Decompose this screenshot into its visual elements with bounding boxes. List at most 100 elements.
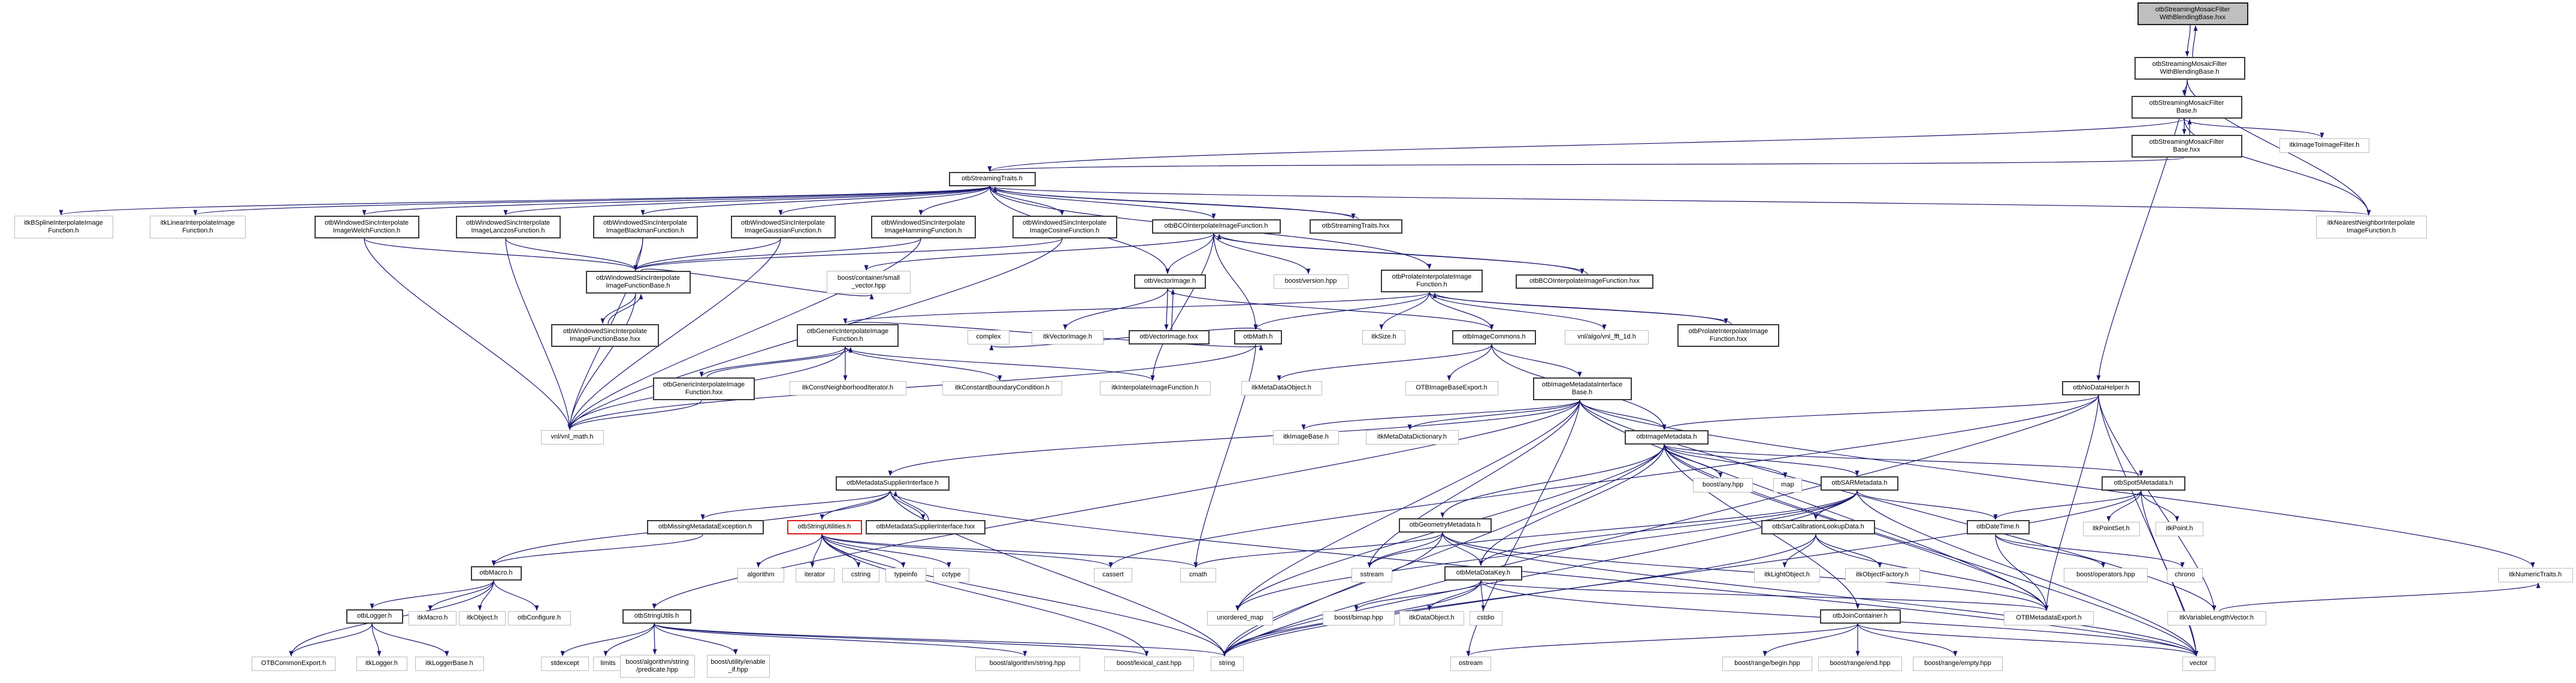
edge-n21-n28 [1253, 292, 1430, 330]
graph-node-itkmacro-h: itkMacro.h [409, 611, 456, 625]
graph-node-otbmetadatasupplierinterface-hxx[interactable]: otbMetadataSupplierInterface.hxx [866, 520, 985, 534]
graph-node-otbstreamingmosaicfilterwithblendingbase-hxx: otbStreamingMosaicFilter WithBlendingBas… [2137, 2, 2248, 25]
graph-node-otbstreamingmosaicfilterwithblendingbase-h[interactable]: otbStreamingMosaicFilter WithBlendingBas… [2134, 57, 2245, 80]
graph-node-otbdatetime-h[interactable]: otbDateTime.h [1966, 520, 2030, 534]
graph-node-otbsarcalibrationlookupdata-h[interactable]: otbSarCalibrationLookupData.h [1761, 520, 1875, 534]
graph-node-itkdataobject-h: itkDataObject.h [1399, 611, 1464, 625]
graph-node-otbbcointerpolateimagefunction-h[interactable]: otbBCOInterpolateImageFunction.h [1151, 219, 1281, 234]
graph-node-otbimagecommons-h[interactable]: otbImageCommons.h [1452, 330, 1536, 344]
graph-node-otbstringutils-h[interactable]: otbStringUtils.h [622, 609, 691, 624]
edge-n5-n16 [989, 186, 2371, 216]
edge-n5-n8 [362, 186, 990, 216]
edge-n32-n21 [1432, 292, 1732, 325]
graph-node-otbvectorimage-h[interactable]: otbVectorImage.h [1134, 274, 1206, 289]
edge-n74-n87 [371, 623, 449, 657]
graph-node-otbimagemetadata-h[interactable]: otbImageMetadata.h [1625, 430, 1709, 445]
edge-n45-n50 [700, 490, 891, 520]
graph-node-otbwindowedsincinterpolateimagehammingfunction-h[interactable]: otbWindowedSincInterpolate ImageHammingF… [870, 216, 976, 238]
edge-n23-n17 [607, 294, 643, 325]
graph-node-otbwindowedsincinterpolateimagelanczosfunction-h[interactable]: otbWindowedSincInterpolate ImageLanczosF… [455, 216, 561, 238]
edge-n33-n41 [567, 400, 702, 430]
graph-node-otbvectorimage-hxx[interactable]: otbVectorImage.hxx [1128, 330, 1210, 344]
graph-node-otbwindowedsincinterpolateimagewelchfunction-h[interactable]: otbWindowedSincInterpolate ImageWelchFun… [314, 216, 419, 238]
graph-node-otbnodatahelper-h[interactable]: otbNoDataHelper.h [2062, 381, 2140, 395]
edge-n39-n95 [1466, 400, 1580, 657]
edge-n55-n72 [1995, 534, 2185, 568]
graph-node-otbgenericinterpolateimagefunction-h[interactable]: otbGenericInterpolateImage Function.h [797, 324, 899, 347]
graph-node-otblogger-h[interactable]: otbLogger.h [346, 609, 403, 624]
graph-node-iterator: iterator [795, 568, 835, 582]
edge-n24-n36 [845, 346, 1155, 381]
edge-n49-n94 [1222, 490, 2142, 657]
graph-node-otbstreamingmosaicfilterbase-h[interactable]: otbStreamingMosaicFilter Base.h [2131, 96, 2242, 119]
graph-node-otbprolateinterpolateimagefunction-hxx[interactable]: otbProlateInterpolateImage Function.hxx [1677, 324, 1779, 347]
graph-node-boost-any-hpp: boost/any.hpp [1693, 478, 1753, 492]
graph-node-otbsarmetadata-h[interactable]: otbSARMetadata.h [1821, 476, 1898, 491]
edge-n39-n66 [1367, 400, 1580, 568]
graph-node-otbimagemetadatainterfacebase-h[interactable]: otbImageMetadataInterface Base.h [1532, 377, 1632, 400]
graph-node-otbgenericinterpolateimagefunction-hxx[interactable]: otbGenericInterpolateImage Function.hxx [653, 377, 755, 400]
edge-n70-n98 [1857, 623, 1958, 657]
graph-node-complex: complex [967, 330, 1009, 344]
edge-n9-n41 [505, 238, 572, 430]
edge-n39-n73 [1579, 400, 2535, 568]
edge-n30-n37 [1277, 344, 1492, 381]
graph-node-otbmissingmetadataexception-h[interactable]: otbMissingMetadataException.h [646, 520, 764, 534]
graph-node-boost-range-empty-hpp: boost/range/empty.hpp [1913, 657, 2003, 671]
edge-n58-n76 [477, 580, 494, 611]
edge-n51-n63 [821, 534, 951, 568]
graph-node-itkpoint-h: itkPoint.h [2155, 522, 2203, 536]
graph-node-cctype: cctype [933, 568, 969, 582]
edge-n14-n28 [1213, 233, 1258, 330]
edge-n53-n94 [1222, 532, 1443, 657]
graph-node-typeinfo: typeinfo [885, 568, 926, 582]
edge-n24-n35 [845, 346, 1002, 381]
graph-node-itkpointset-h: itkPointSet.h [2082, 522, 2140, 536]
graph-node-otbstreamingmosaicfilterbase-hxx[interactable]: otbStreamingMosaicFilter Base.hxx [2131, 135, 2242, 158]
edge-n74-n85 [289, 623, 373, 657]
edge-n39-n45 [888, 400, 1580, 476]
edge-n27-n19 [1171, 289, 1175, 331]
edge-n78-n89 [603, 623, 655, 657]
graph-node-otbmacro-h[interactable]: otbMacro.h [470, 566, 522, 581]
edge-n1-n0 [2192, 25, 2198, 58]
edge-n45-n99 [890, 490, 2199, 657]
graph-node-otbmath-h[interactable]: otbMath.h [1234, 330, 1282, 344]
graph-node-otbwindowedsincinterpolateimagegaussianfunction-h[interactable]: otbWindowedSincInterpolate ImageGaussian… [730, 216, 836, 238]
edge-n3-n5 [988, 157, 2185, 172]
edge-n40-n94 [1222, 395, 2099, 657]
graph-node-otbstringutilities-h[interactable]: otbStringUtilities.h [787, 520, 862, 534]
graph-node-otbmetadatasupplierinterface-h[interactable]: otbMetadataSupplierInterface.h [836, 476, 950, 491]
edge-n54-n83 [1815, 534, 2049, 611]
edge-n2-n16 [2184, 118, 2371, 216]
edge-n78-n91 [654, 623, 738, 655]
graph-node-otbspot5metadata-h[interactable]: otbSpot5Metadata.h [2102, 476, 2185, 491]
graph-node-itklogger-h: itkLogger.h [356, 657, 407, 671]
edge-n54-n69 [1815, 534, 1882, 568]
edge-n5-n12 [918, 186, 990, 216]
edge-n67-n82 [1480, 580, 1486, 611]
graph-node-otbstreamingtraits-hxx[interactable]: otbStreamingTraits.hxx [1309, 219, 1402, 234]
edge-n58-n77 [493, 580, 539, 611]
edge-n39-n79 [1235, 400, 1580, 611]
graph-node-boost-range-begin-hpp: boost/range/begin.hpp [1722, 657, 1812, 671]
graph-node-otbprolateinterpolateimagefunction-h[interactable]: otbProlateInterpolateImage Function.h [1381, 270, 1483, 292]
graph-node-itksize-h: itkSize.h [1362, 330, 1405, 344]
graph-node-cstdio: cstdio [1469, 611, 1502, 625]
graph-node-boost-range-end-hpp: boost/range/end.hpp [1818, 657, 1902, 671]
graph-node-stdexcept: stdexcept [541, 657, 589, 671]
edge-n84-n73 [2219, 582, 2541, 612]
edge-n51-n64 [821, 534, 1113, 568]
graph-node-otbwindowedsincinterpolateimageblackmanfunction-h[interactable]: otbWindowedSincInterpolate ImageBlackman… [592, 216, 698, 238]
graph-node-otbwindowedsincinterpolateimagefunctionbase-hxx[interactable]: otbWindowedSincInterpolate ImageFunction… [551, 324, 659, 347]
graph-node-otbstreamingtraits-h[interactable]: otbStreamingTraits.h [948, 172, 1036, 186]
graph-node-otbwindowedsincinterpolateimagefunctionbase-h[interactable]: otbWindowedSincInterpolate ImageFunction… [585, 271, 691, 294]
graph-node-otbmetadatakey-h[interactable]: otbMetaDataKey.h [1444, 566, 1522, 581]
graph-node-otbwindowedsincinterpolateimagecosinefunction-h[interactable]: otbWindowedSincInterpolate ImageCosineFu… [1012, 216, 1117, 238]
graph-node-otbjoincontainer-h[interactable]: otbJoinContainer.h [1819, 609, 1901, 624]
edge-n1-n40 [2096, 79, 2188, 381]
graph-node-otbbcointerpolateimagefunction-hxx[interactable]: otbBCOInterpolateImageFunction.hxx [1516, 274, 1653, 289]
edge-n45-n94 [890, 490, 1227, 657]
graph-node-otbgeometrymetadata-h[interactable]: otbGeometryMetadata.h [1398, 518, 1492, 533]
